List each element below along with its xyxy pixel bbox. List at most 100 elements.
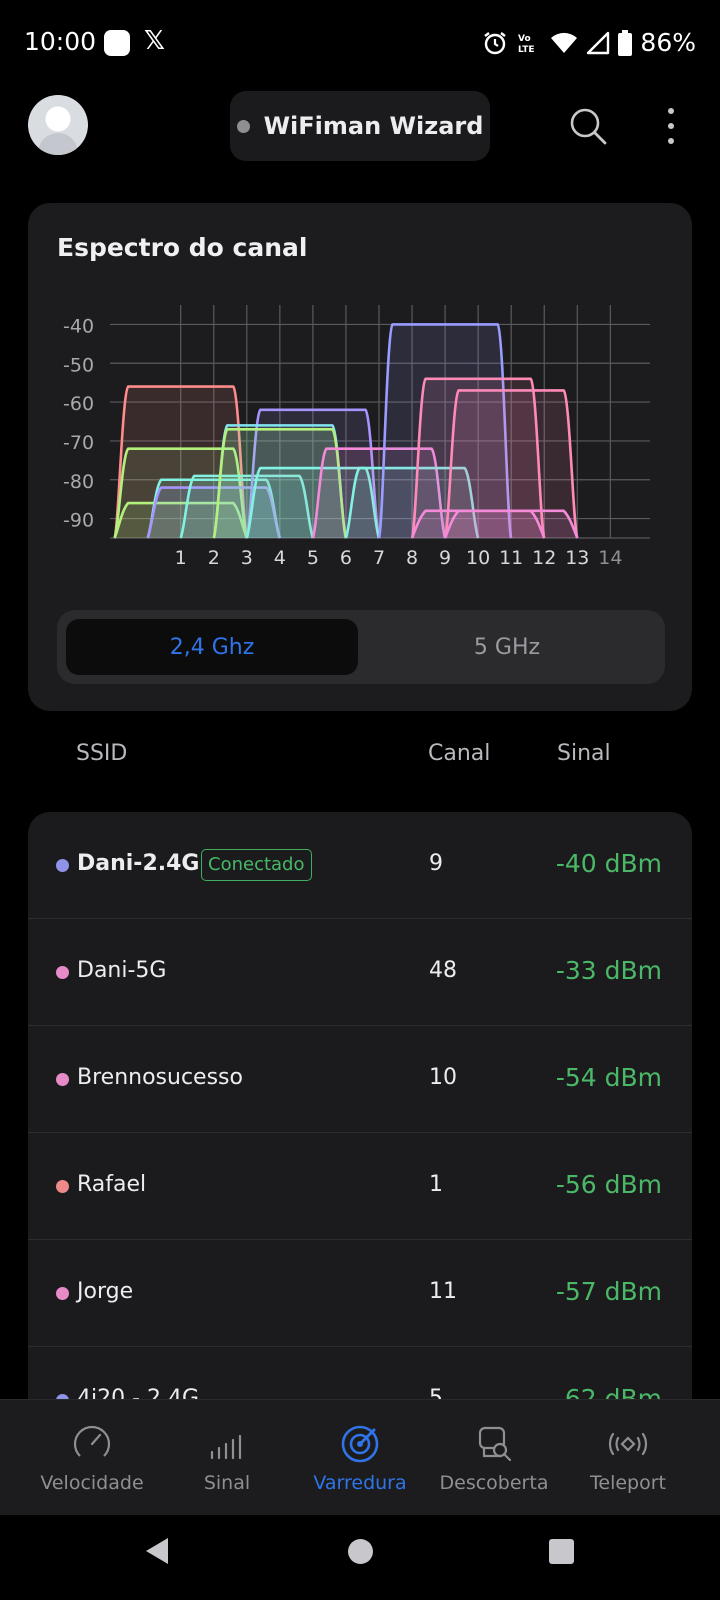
network-color-dot	[56, 1073, 69, 1086]
nav-sinal[interactable]: Sinal	[155, 1400, 299, 1516]
nav-label: Velocidade	[40, 1472, 144, 1494]
app-square-icon	[104, 30, 130, 56]
spectrum-chart: -40-50-60-70-80-901 2 3 4 5 6 7 8 9 10 11 12 13 14	[63, 305, 650, 569]
network-curve	[311, 447, 447, 539]
network-curve	[443, 389, 579, 539]
network-curve	[113, 501, 249, 539]
cell-signal-icon	[587, 31, 610, 54]
network-signal: -33 dBm	[555, 956, 662, 985]
x-tick-label: 7	[373, 547, 385, 569]
bottom-navigation: Velocidade Sinal Varredura Descoberta Te…	[0, 1399, 720, 1515]
network-list: Dani-2.4G Conectado 9 -40 dBm Dani-5G 48…	[28, 812, 692, 1412]
status-bar: 10:00 𝕏 Vo LTE 86%	[0, 0, 720, 88]
column-header-ssid[interactable]: SSID	[76, 741, 128, 766]
y-tick-label: -80	[63, 471, 94, 493]
network-color-dot	[56, 966, 69, 979]
back-icon[interactable]	[146, 1538, 168, 1564]
search-icon[interactable]	[566, 104, 610, 148]
svg-text:Vo: Vo	[518, 34, 531, 44]
nav-varredura[interactable]: Varredura	[288, 1400, 432, 1516]
channel-spectrum-card: Espectro do canal -40 -50 -60 -70 -80 -90 1 2 3 4…	[28, 203, 692, 711]
recents-icon[interactable]	[549, 1539, 574, 1564]
x-tick-label: 2	[208, 547, 220, 569]
network-ssid: Dani-5G	[77, 958, 167, 983]
status-dot	[236, 119, 250, 133]
nav-label: Sinal	[203, 1472, 251, 1494]
network-curve	[245, 466, 381, 539]
network-row[interactable]: Brennosucesso 10 -54 dBm	[28, 1026, 692, 1133]
nav-label: Teleport	[590, 1472, 666, 1494]
connected-badge: Conectado	[201, 849, 312, 881]
x-tick-label: 11	[499, 547, 523, 569]
band-toggle: 2,4 Ghz 5 GHz	[57, 610, 665, 684]
x-tick-label: 6	[340, 547, 352, 569]
x-tick-label: 8	[406, 547, 418, 569]
svg-text:LTE: LTE	[518, 45, 535, 55]
network-curve	[212, 427, 348, 539]
network-curve	[410, 509, 546, 539]
x-tick-label: 9	[439, 547, 451, 569]
band-2-4ghz-tab[interactable]: 2,4 Ghz	[66, 619, 358, 675]
volte-icon: Vo LTE	[518, 34, 535, 55]
x-tick-label: 13	[565, 547, 589, 569]
battery-percent: 86%	[640, 28, 696, 57]
column-header-signal[interactable]: Sinal	[557, 741, 611, 766]
network-row[interactable]: Rafael 1 -56 dBm	[28, 1133, 692, 1240]
x-tick-label: 10	[466, 547, 490, 569]
network-channel: 9	[429, 851, 443, 876]
network-channel: 1	[429, 1172, 443, 1197]
y-tick-label: -60	[63, 393, 94, 415]
nav-teleport[interactable]: Teleport	[556, 1400, 700, 1516]
alarm-icon	[484, 31, 507, 54]
network-row[interactable]: Jorge 11 -57 dBm	[28, 1240, 692, 1347]
network-color-dot	[56, 1180, 69, 1193]
wifi-icon	[551, 32, 578, 53]
radar-icon	[341, 1425, 379, 1463]
home-icon[interactable]	[348, 1539, 373, 1564]
nav-descoberta[interactable]: Descoberta	[422, 1400, 566, 1516]
device-discovery-icon	[478, 1426, 512, 1462]
network-ssid: Jorge	[77, 1279, 134, 1304]
network-ssid: Rafael	[77, 1172, 147, 1197]
network-channel: 11	[429, 1279, 457, 1304]
band-5ghz-tab[interactable]: 5 GHz	[473, 634, 541, 660]
network-row[interactable]: 4i20 - 2.4G 5 -62 dBm	[28, 1347, 692, 1412]
nav-label: Varredura	[313, 1472, 407, 1494]
x-tick-label: 1	[175, 547, 187, 569]
y-tick-label: -40	[63, 315, 94, 337]
x-tick-label: 14	[598, 547, 622, 569]
x-tick-label: 5	[307, 547, 319, 569]
y-tick-label: -70	[63, 432, 94, 454]
device-selector[interactable]: WiFiman Wizard	[230, 91, 490, 161]
more-vertical-icon[interactable]	[656, 104, 686, 148]
column-header-channel[interactable]: Canal	[428, 741, 491, 766]
network-color-dot	[56, 859, 69, 872]
network-curve	[410, 377, 546, 539]
network-row[interactable]: Dani-2.4G Conectado 9 -40 dBm	[28, 812, 692, 919]
network-ssid: Dani-2.4G	[77, 851, 200, 876]
system-navigation-bar	[0, 1515, 720, 1600]
network-ssid: Brennosucesso	[77, 1065, 243, 1090]
y-tick-label: -90	[63, 510, 94, 532]
network-signal: -40 dBm	[555, 849, 662, 878]
teleport-icon	[608, 1432, 648, 1456]
speedometer-icon	[73, 1425, 111, 1463]
nav-velocidade[interactable]: Velocidade	[20, 1400, 164, 1516]
network-curve	[113, 385, 249, 539]
x-tick-label: 3	[241, 547, 253, 569]
signal-bars-icon	[210, 1434, 242, 1460]
network-signal: -57 dBm	[555, 1277, 662, 1306]
network-curve	[179, 474, 315, 539]
x-tick-label: 4	[274, 547, 286, 569]
battery-icon	[618, 29, 633, 56]
network-channel: 10	[429, 1065, 457, 1090]
network-curve	[146, 486, 282, 539]
network-row[interactable]: Dani-5G 48 -33 dBm	[28, 919, 692, 1026]
network-signal: -54 dBm	[555, 1063, 662, 1092]
x-logo-icon: 𝕏	[144, 26, 165, 56]
network-signal: -56 dBm	[555, 1170, 662, 1199]
status-time: 10:00	[24, 27, 97, 56]
avatar[interactable]	[28, 95, 88, 155]
network-curve	[113, 447, 249, 539]
network-channel: 48	[429, 958, 457, 983]
